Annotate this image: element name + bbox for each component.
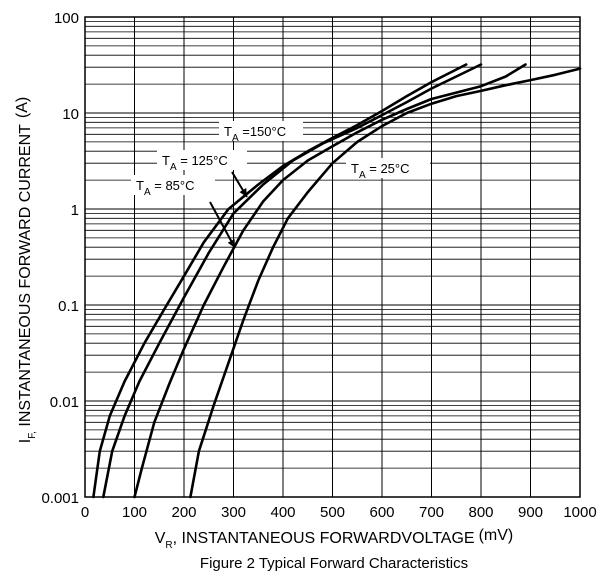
y-tick-label: 1 xyxy=(71,202,79,219)
x-tick-label: 800 xyxy=(468,504,493,521)
x-tick-label: 400 xyxy=(270,504,295,521)
y-tick-label: 100 xyxy=(54,10,79,27)
y-tick-label: 0.001 xyxy=(41,490,79,507)
curve-series-3 xyxy=(133,63,527,499)
y-tick-label: 0.1 xyxy=(58,298,79,315)
tick-labels: 0 100 200 300 400 500 600 700 800 900 1000 0.001 0.0… xyxy=(41,10,596,521)
label-arrowhead xyxy=(227,239,235,248)
curve-series-2 xyxy=(102,63,483,499)
plot-frame xyxy=(84,16,581,498)
x-tick-label: 0 xyxy=(81,504,89,521)
curve-labels: TA =150°C TA = 125°C TA = 85°C TA = 25°C xyxy=(131,121,430,249)
grid xyxy=(84,16,581,498)
curve-label: TA = 125°C xyxy=(162,153,228,173)
figure-caption: Figure 2 Typical Forward Characteristics xyxy=(200,555,468,572)
curve-series-4 xyxy=(189,67,582,499)
curve-label-background xyxy=(131,175,215,195)
x-axis-title: VR, INSTANTANEOUS FORWARDVOLTAGE (mV) xyxy=(155,527,514,551)
curve-label: TA = 85°C xyxy=(136,178,195,198)
x-tick-label: 1000 xyxy=(563,504,596,521)
y-axis-title: IF, INSTANTANEOUS FORWARD CURRENT(A) xyxy=(14,97,38,444)
curve-label-background xyxy=(346,158,430,178)
y-tick-label: 10 xyxy=(62,106,79,123)
x-tick-label: 700 xyxy=(419,504,444,521)
x-tick-label: 600 xyxy=(369,504,394,521)
x-tick-label: 300 xyxy=(221,504,246,521)
x-tick-label: 900 xyxy=(518,504,543,521)
label-arrow xyxy=(209,201,236,249)
curve-label-background xyxy=(219,121,303,141)
y-tick-label: 0.01 xyxy=(50,394,79,411)
x-tick-label: 100 xyxy=(122,504,147,521)
label-arrowhead xyxy=(239,188,247,197)
x-tick-label: 500 xyxy=(320,504,345,521)
curves xyxy=(92,63,582,499)
curve-label-background xyxy=(157,150,247,170)
curve-label: TA = 25°C xyxy=(351,161,410,181)
curve-label: TA =150°C xyxy=(224,124,286,144)
curve-series-1 xyxy=(92,63,468,499)
x-tick-label: 200 xyxy=(171,504,196,521)
